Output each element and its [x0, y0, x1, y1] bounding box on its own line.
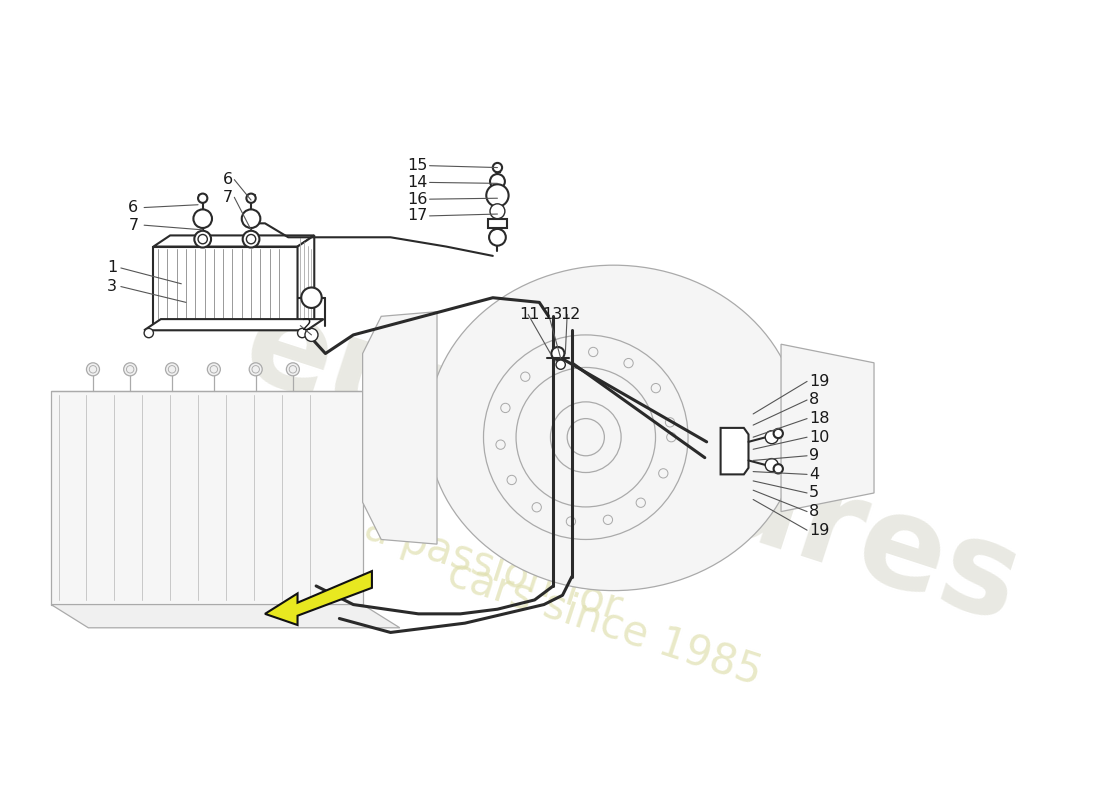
Polygon shape	[720, 428, 748, 474]
Text: 19: 19	[808, 522, 829, 538]
Text: 13: 13	[542, 307, 562, 322]
Text: a passion for: a passion for	[359, 506, 627, 629]
Text: 7: 7	[223, 190, 233, 205]
Bar	[153, 246, 297, 330]
Circle shape	[588, 347, 598, 357]
Circle shape	[486, 184, 508, 206]
Text: 5: 5	[808, 486, 820, 501]
Polygon shape	[144, 319, 323, 330]
Polygon shape	[153, 235, 315, 246]
Circle shape	[568, 418, 604, 456]
Circle shape	[603, 515, 613, 525]
Circle shape	[566, 517, 575, 526]
Ellipse shape	[428, 265, 800, 590]
Circle shape	[242, 210, 261, 228]
Circle shape	[532, 502, 541, 512]
Polygon shape	[265, 571, 372, 625]
Text: 8: 8	[808, 504, 820, 519]
Text: 11: 11	[519, 307, 539, 322]
Text: 17: 17	[407, 208, 428, 223]
Text: cars since 1985: cars since 1985	[442, 553, 767, 694]
Polygon shape	[297, 235, 315, 330]
Text: 6: 6	[223, 172, 233, 187]
Circle shape	[198, 234, 207, 244]
Polygon shape	[51, 605, 399, 628]
Text: 1: 1	[107, 261, 118, 275]
Circle shape	[301, 287, 321, 308]
Bar	[488, 218, 507, 228]
Circle shape	[168, 366, 176, 373]
Text: 12: 12	[561, 307, 581, 322]
Circle shape	[305, 329, 318, 342]
Polygon shape	[363, 312, 437, 544]
Text: 6: 6	[129, 200, 139, 215]
Circle shape	[556, 360, 565, 370]
Circle shape	[551, 347, 564, 360]
Circle shape	[246, 194, 255, 203]
Circle shape	[207, 363, 220, 376]
Circle shape	[243, 230, 260, 247]
Circle shape	[520, 372, 530, 382]
Circle shape	[297, 329, 307, 338]
Circle shape	[123, 363, 136, 376]
Circle shape	[250, 363, 262, 376]
Circle shape	[667, 433, 676, 442]
Circle shape	[252, 366, 260, 373]
Circle shape	[773, 429, 783, 438]
Circle shape	[766, 458, 778, 471]
Text: 19: 19	[808, 374, 829, 389]
Circle shape	[493, 163, 502, 172]
Circle shape	[766, 430, 778, 444]
Text: 8: 8	[808, 393, 820, 407]
Circle shape	[198, 194, 207, 203]
Circle shape	[289, 366, 297, 373]
Circle shape	[484, 335, 689, 539]
Circle shape	[490, 174, 505, 189]
Circle shape	[210, 366, 218, 373]
Circle shape	[636, 498, 646, 507]
Text: 9: 9	[808, 448, 820, 463]
Circle shape	[165, 363, 178, 376]
Text: 14: 14	[407, 175, 428, 190]
Text: 10: 10	[808, 430, 829, 445]
Circle shape	[624, 358, 634, 368]
Circle shape	[144, 329, 153, 338]
Text: 2: 2	[302, 318, 312, 333]
Text: 18: 18	[808, 411, 829, 426]
Circle shape	[286, 363, 299, 376]
Circle shape	[490, 204, 505, 218]
Circle shape	[500, 403, 510, 413]
Polygon shape	[51, 390, 363, 605]
Text: 3: 3	[107, 279, 117, 294]
Text: 7: 7	[129, 218, 139, 233]
Circle shape	[195, 230, 211, 247]
Circle shape	[87, 363, 99, 376]
Polygon shape	[781, 344, 875, 511]
Circle shape	[552, 352, 561, 362]
Circle shape	[126, 366, 134, 373]
Circle shape	[773, 464, 783, 474]
Circle shape	[659, 469, 668, 478]
Circle shape	[89, 366, 97, 373]
Circle shape	[651, 383, 660, 393]
Text: 4: 4	[808, 467, 820, 482]
Circle shape	[507, 475, 516, 485]
Circle shape	[490, 229, 506, 246]
Circle shape	[666, 418, 674, 427]
Text: 15: 15	[407, 158, 428, 173]
Circle shape	[516, 367, 656, 507]
Text: 16: 16	[407, 192, 428, 206]
Text: eurospares: eurospares	[229, 281, 1035, 650]
Circle shape	[246, 234, 255, 244]
Circle shape	[496, 440, 505, 450]
Circle shape	[550, 402, 622, 473]
Circle shape	[194, 210, 212, 228]
